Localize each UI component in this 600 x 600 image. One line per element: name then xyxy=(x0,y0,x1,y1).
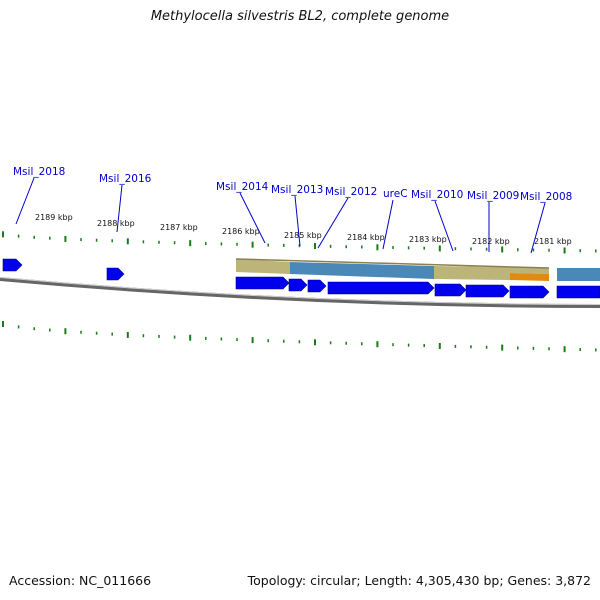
feature-segment-khaki xyxy=(236,259,290,274)
kbp-ticks xyxy=(2,231,597,353)
gene-leader-line xyxy=(239,192,266,244)
gene-label-msil-2008[interactable]: Msil_2008 xyxy=(520,191,572,203)
gene-leader-line xyxy=(317,197,349,249)
map-title: Methylocella silvestris BL2, complete ge… xyxy=(150,9,450,24)
gene-leader-line xyxy=(294,195,301,247)
genome-backbone xyxy=(0,277,600,308)
gene-leader-line xyxy=(15,177,35,225)
gene-label-urec[interactable]: ureC xyxy=(383,188,408,200)
gene-label-msil-2009[interactable]: Msil_2009 xyxy=(467,190,519,202)
cds-arrow-msil-2012 xyxy=(307,279,327,293)
kbp-label: 2183 kbp xyxy=(409,235,447,244)
cds-arrow-partial xyxy=(556,285,600,299)
kbp-label: 2181 kbp xyxy=(534,237,572,246)
kbp-label: 2189 kbp xyxy=(35,213,73,222)
cds-arrow-msil-2008 xyxy=(509,285,550,299)
cds-arrow-msil-2016 xyxy=(106,267,125,281)
kbp-labels: 2189 kbp 2188 kbp 2187 kbp 2186 kbp 2185… xyxy=(35,213,572,246)
gene-label-msil-2012[interactable]: Msil_2012 xyxy=(325,186,377,198)
gene-leader-lines xyxy=(15,177,546,254)
kbp-label: 2186 kbp xyxy=(222,227,260,236)
gene-leader-line xyxy=(530,202,546,254)
kbp-label: 2188 kbp xyxy=(97,219,135,228)
cds-arrow-msil-2014 xyxy=(235,276,290,290)
gene-leader-line xyxy=(116,184,123,233)
cds-arrow-msil-2018 xyxy=(2,258,23,272)
feature-segment-khaki xyxy=(510,267,549,274)
gene-labels: Msil_2018 Msil_2016 Msil_2014 Msil_2013 … xyxy=(13,166,572,203)
accession-text: Accession: NC_011666 xyxy=(9,573,152,588)
cds-arrows xyxy=(2,258,600,299)
kbp-label: 2184 kbp xyxy=(347,233,385,242)
feature-band xyxy=(235,258,600,281)
genome-backbone-highlight xyxy=(0,277,600,305)
cds-arrow-msil-2010 xyxy=(434,283,467,297)
feature-segment-orange xyxy=(510,273,549,281)
gene-leader-line xyxy=(382,199,394,250)
kbp-label: 2182 kbp xyxy=(472,237,510,246)
gene-label-msil-2013[interactable]: Msil_2013 xyxy=(271,184,323,196)
gene-label-msil-2014[interactable]: Msil_2014 xyxy=(216,181,269,193)
kbp-label: 2185 kbp xyxy=(284,231,322,240)
gene-label-msil-2018[interactable]: Msil_2018 xyxy=(13,166,65,178)
topology-text: Topology: circular; Length: 4,305,430 bp… xyxy=(247,573,591,588)
cds-arrow-urec xyxy=(327,281,435,295)
feature-segment-khaki xyxy=(434,266,510,280)
cds-arrow-msil-2013 xyxy=(288,278,308,292)
cds-arrow-msil-2009 xyxy=(465,284,510,298)
gene-label-msil-2016[interactable]: Msil_2016 xyxy=(99,173,152,185)
gene-label-msil-2010[interactable]: Msil_2010 xyxy=(411,189,463,201)
gene-leader-line xyxy=(434,200,454,252)
feature-segment-steelblue xyxy=(290,262,434,279)
feature-segment-steelblue xyxy=(557,268,600,281)
kbp-label: 2187 kbp xyxy=(160,223,198,232)
